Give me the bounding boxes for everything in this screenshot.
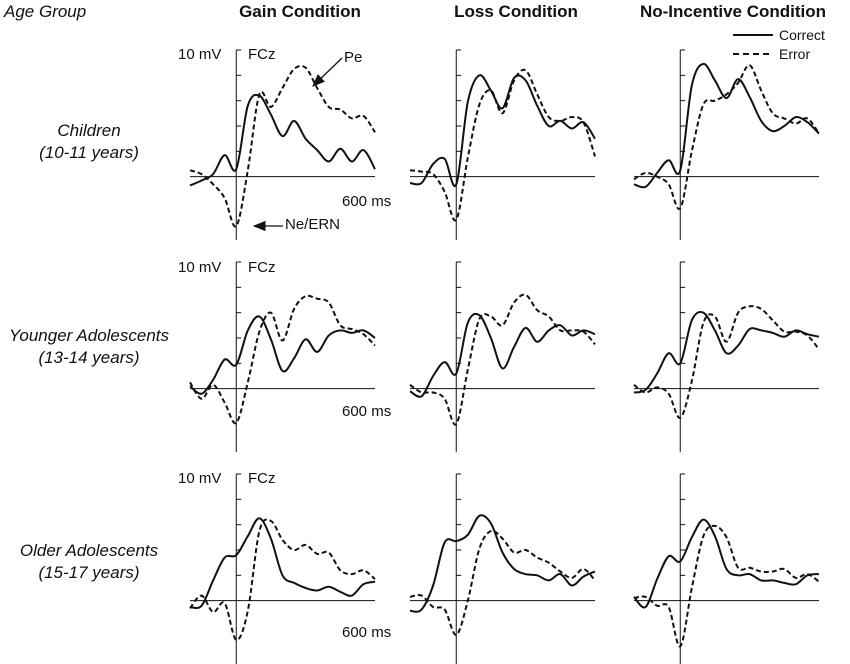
series-line-error <box>633 64 820 211</box>
erp-panel <box>409 473 596 664</box>
column-title-no-incentive: No-Incentive Condition <box>639 2 827 21</box>
row-label-line2: (10-11 years) <box>39 143 139 162</box>
time-label: 600 ms <box>342 403 392 420</box>
series-line-error <box>409 293 596 426</box>
series-line-error <box>633 305 820 419</box>
series-line-error <box>189 64 376 228</box>
pe-annotation: Pe <box>344 49 363 66</box>
series-line-correct <box>633 310 820 394</box>
series-line-error <box>633 524 820 648</box>
legend-label-correct: Correct <box>779 27 825 43</box>
time-label: 600 ms <box>342 193 392 210</box>
erp-panel <box>409 49 596 240</box>
row-label-line1: Children <box>57 121 121 140</box>
erp-panel <box>633 473 820 664</box>
row-label-line2: (15-17 years) <box>38 563 140 582</box>
channel-label: FCz <box>248 470 276 487</box>
erp-panel <box>633 49 820 240</box>
ne-ern-annotation: Ne/ERN <box>285 216 341 233</box>
scale-label: 10 mV <box>178 46 222 63</box>
series-line-correct <box>633 62 820 189</box>
series-line-correct <box>633 518 820 609</box>
series-line-error <box>189 294 376 425</box>
panels-layer <box>189 49 820 664</box>
channel-label: FCz <box>248 259 276 276</box>
row-label-line1: Younger Adolescents <box>8 326 170 345</box>
series-line-correct <box>189 315 376 395</box>
erp-panel <box>633 261 820 452</box>
series-line-correct <box>409 514 596 613</box>
legend-label-error: Error <box>779 46 811 62</box>
series-line-error <box>409 68 596 222</box>
row-label-older-adolescents: Older Adolescents (15-17 years) <box>4 540 174 584</box>
row-label-line2: (13-14 years) <box>38 348 140 367</box>
series-line-correct <box>409 312 596 398</box>
scale-label: 10 mV <box>178 470 222 487</box>
channel-label: FCz <box>248 46 276 63</box>
row-label-children: Children (10-11 years) <box>4 120 174 164</box>
series-line-correct <box>189 517 376 610</box>
column-title-loss: Loss Condition <box>454 2 578 21</box>
row-label-line1: Older Adolescents <box>19 541 159 560</box>
series-line-correct <box>189 93 376 187</box>
erp-panel <box>189 261 376 452</box>
time-label: 600 ms <box>342 624 392 641</box>
age-group-header: Age Group <box>4 2 87 21</box>
scale-label: 10 mV <box>178 259 222 276</box>
erp-panel <box>409 261 596 452</box>
series-line-error <box>189 518 376 641</box>
erp-panel <box>189 473 376 664</box>
series-line-error <box>409 529 596 636</box>
row-label-younger-adolescents: Younger Adolescents (13-14 years) <box>4 325 174 369</box>
column-title-gain: Gain Condition <box>239 2 361 21</box>
pe-arrow <box>312 57 343 87</box>
series-line-correct <box>409 74 596 188</box>
erp-panel <box>189 49 376 240</box>
